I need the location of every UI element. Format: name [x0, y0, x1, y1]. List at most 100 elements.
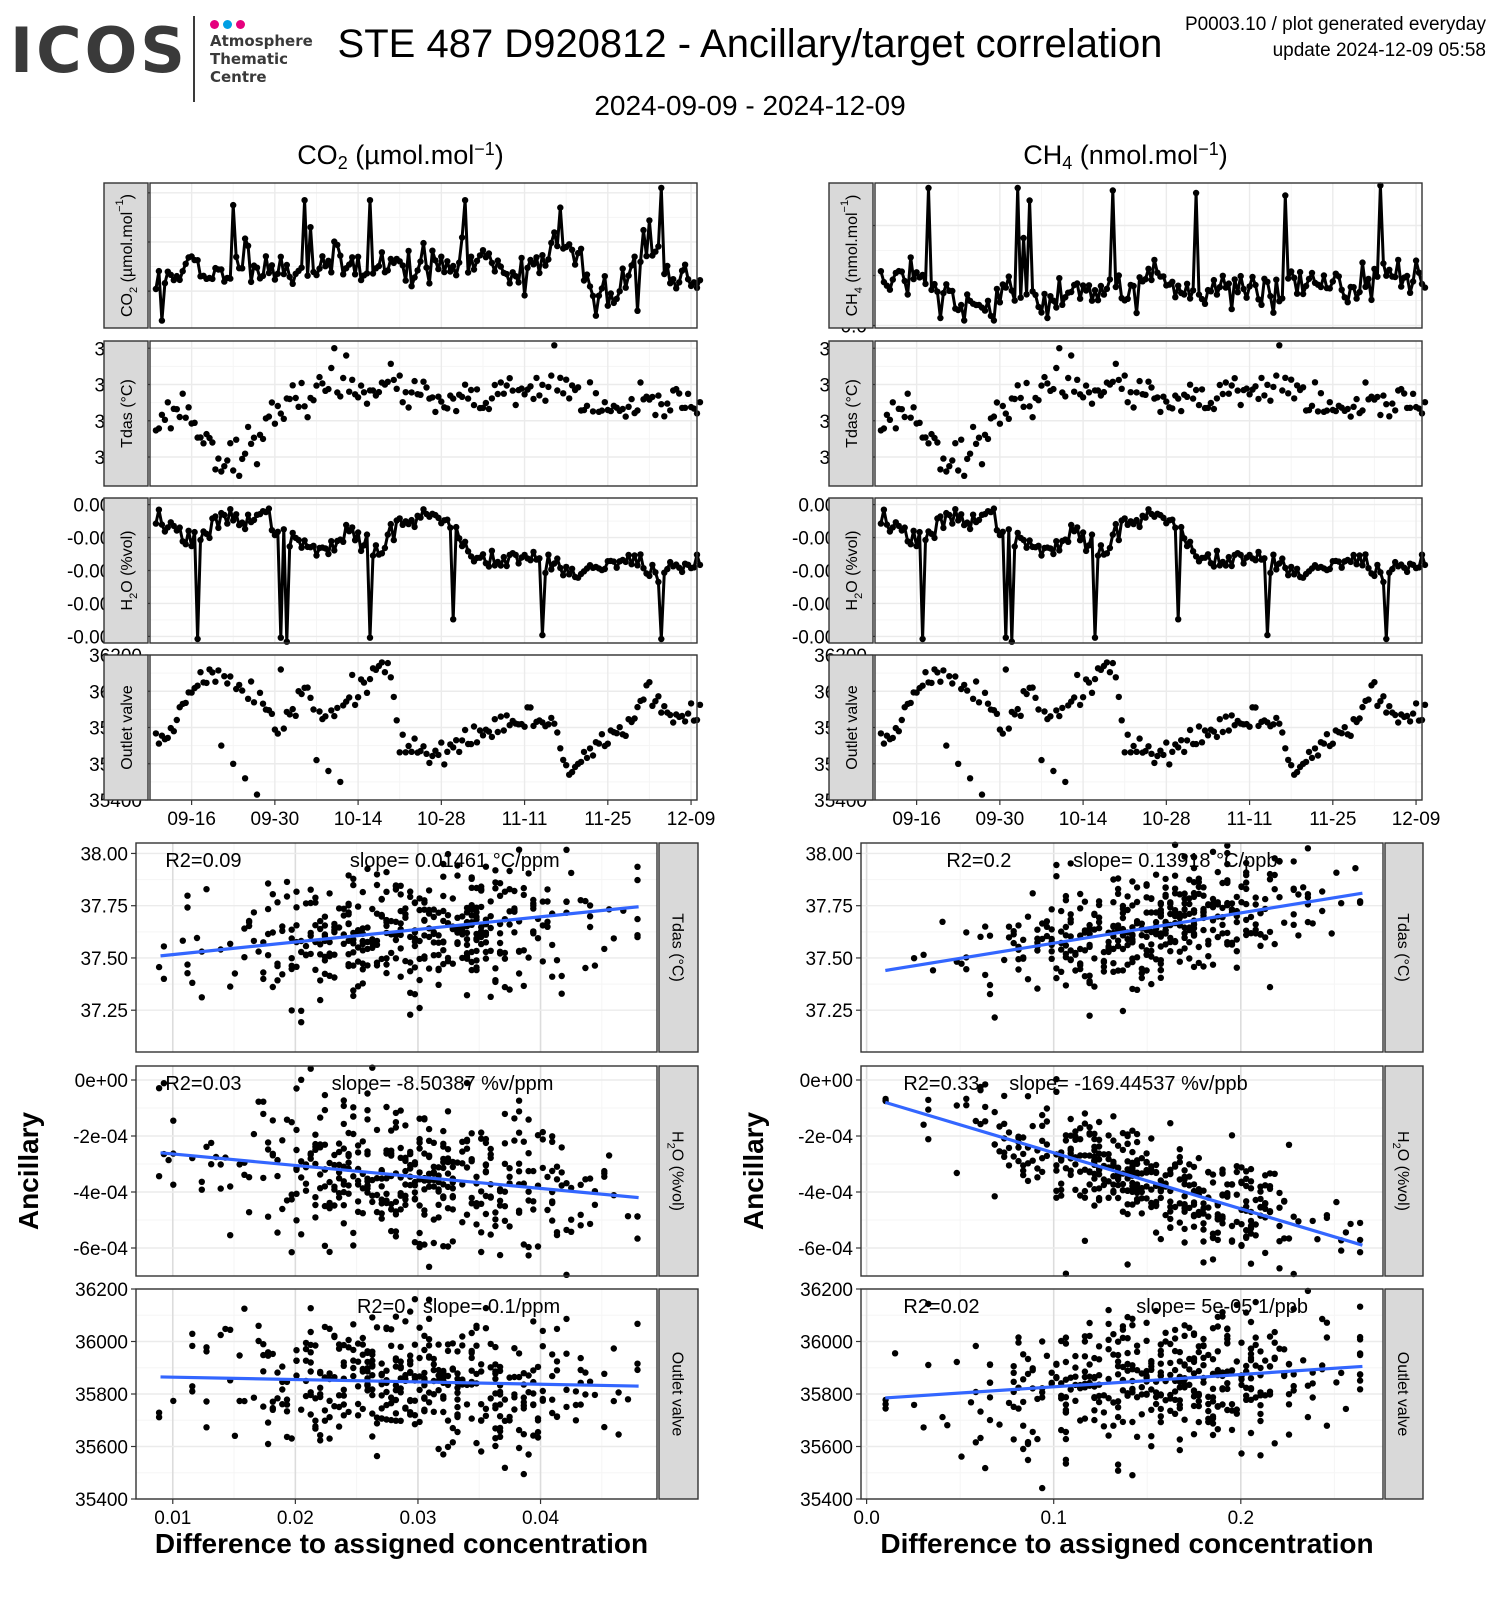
series-point	[1308, 402, 1316, 409]
series-point	[883, 411, 891, 418]
scatter-point	[298, 1174, 305, 1181]
series-point	[250, 516, 258, 524]
series-point	[301, 537, 308, 544]
scatter-point	[160, 1080, 168, 1087]
series-point	[500, 727, 507, 734]
series-point	[889, 276, 896, 283]
scatter-point	[1091, 1175, 1098, 1182]
scatter-point	[1048, 935, 1055, 943]
series-point	[1160, 273, 1167, 280]
series-point	[1195, 291, 1203, 298]
scatter-point	[407, 1361, 414, 1368]
series-point	[1085, 282, 1093, 289]
scatter-point	[1015, 1157, 1022, 1165]
series-point	[447, 268, 454, 275]
scatter-point	[1058, 1392, 1065, 1400]
scatter-point	[1024, 1177, 1032, 1185]
series-point	[916, 419, 923, 426]
series-point	[304, 272, 311, 279]
series-point	[322, 713, 329, 720]
series-point	[1032, 291, 1039, 299]
series-point	[1041, 708, 1048, 715]
scatter-point	[1243, 916, 1250, 924]
scatter-point	[1257, 1389, 1264, 1396]
series-point	[1088, 689, 1096, 696]
scatter-point	[321, 922, 329, 929]
series-point	[542, 569, 549, 577]
scatter-point	[1247, 913, 1255, 921]
scatter-point	[264, 1213, 272, 1220]
series-point	[497, 562, 504, 569]
scatter-point	[1233, 964, 1241, 971]
scatter-point	[1114, 1404, 1122, 1411]
scatter-point	[345, 1408, 352, 1416]
scatter-point	[1243, 931, 1250, 939]
scatter-point	[482, 1325, 490, 1332]
series-point	[1192, 189, 1200, 197]
series-point	[1109, 187, 1117, 194]
series-point	[993, 527, 1001, 534]
scatter-point	[1219, 1169, 1226, 1176]
series-point	[1293, 290, 1301, 297]
series-point	[467, 253, 475, 260]
scatter-point	[283, 893, 291, 900]
scatter-point	[312, 1143, 319, 1151]
scatter-point	[1095, 1118, 1103, 1126]
scatter-point	[463, 904, 471, 912]
scatter-point	[1233, 1358, 1241, 1365]
series-point	[1403, 568, 1411, 576]
scatter-point	[359, 980, 366, 987]
scatter-point	[340, 1145, 347, 1152]
scatter-point	[1062, 982, 1070, 989]
series-point	[910, 404, 917, 411]
series-point	[1151, 759, 1158, 767]
series-point	[387, 360, 394, 367]
scatter-point	[354, 1340, 362, 1347]
scatter-point	[264, 1139, 272, 1146]
timeseries-panel: -0.00100-0.00075-0.00050-0.000250.00000H…	[67, 496, 704, 648]
scatter-point	[364, 1182, 371, 1190]
scatter-point	[435, 1387, 442, 1394]
scatter-point	[1114, 885, 1122, 893]
series-point	[1409, 710, 1417, 717]
series-point	[1192, 553, 1200, 560]
scatter-point	[1105, 1375, 1112, 1383]
series-point	[1005, 415, 1012, 422]
scatter-point	[317, 1393, 324, 1401]
series-point	[236, 681, 243, 689]
scatter-point	[373, 881, 381, 889]
scatter-point	[1209, 1325, 1217, 1332]
scatter-point	[359, 1185, 366, 1192]
scatter-point	[511, 1406, 518, 1413]
scatter-point	[1143, 967, 1150, 974]
scatter-point	[563, 898, 570, 905]
scatter-point	[515, 1426, 523, 1434]
series-point	[987, 312, 995, 320]
logo-wordmark: ICOS	[10, 14, 188, 87]
scatter-point	[326, 950, 333, 957]
series-point	[937, 466, 944, 473]
series-point	[1389, 400, 1396, 407]
series-point	[1056, 275, 1063, 282]
scatter-point	[1105, 938, 1112, 946]
series-point	[307, 224, 314, 231]
scatter-point	[478, 940, 485, 948]
series-point	[456, 535, 463, 542]
scatter-point	[1176, 1397, 1184, 1404]
scatter-point	[963, 1102, 970, 1109]
scatter-point	[624, 1396, 632, 1403]
scatter-point	[1171, 890, 1179, 897]
scatter-point	[520, 1399, 527, 1406]
series-point	[1267, 292, 1274, 300]
scatter-point	[1091, 1135, 1098, 1143]
scatter-point	[1124, 906, 1131, 914]
scatter-point	[1200, 1354, 1207, 1362]
series-point	[1255, 296, 1262, 303]
scatter-point	[1247, 1429, 1255, 1437]
scatter-point	[1181, 1332, 1188, 1340]
series-point	[494, 728, 501, 736]
series-point	[1359, 562, 1366, 569]
series-point	[230, 201, 237, 209]
scatter-point	[1171, 1388, 1179, 1395]
scatter-point	[506, 1417, 513, 1424]
